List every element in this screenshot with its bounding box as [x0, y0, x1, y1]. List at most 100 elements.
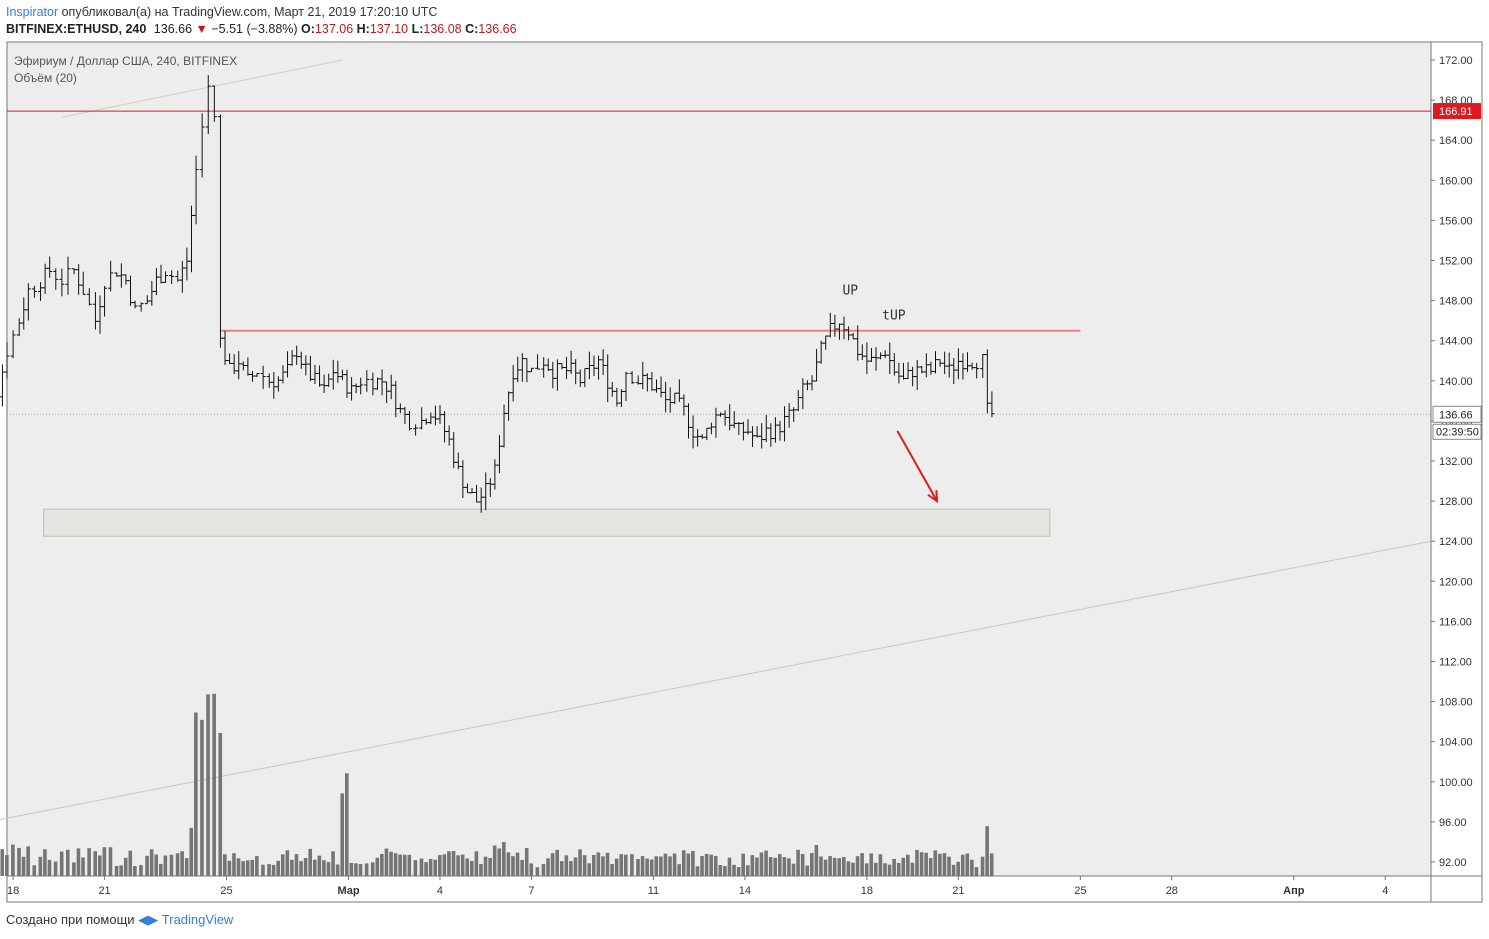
volume-bar — [777, 854, 782, 876]
volume-bar — [645, 858, 649, 876]
volume-bar — [384, 848, 389, 876]
volume-bar — [212, 693, 216, 876]
volume-bar — [668, 856, 672, 876]
volume-bar — [727, 857, 732, 876]
volume-bar — [108, 847, 113, 876]
volume-bar — [985, 826, 989, 876]
volume-bar — [250, 859, 255, 876]
volume-bar — [541, 863, 546, 876]
volume-bar — [555, 849, 559, 876]
tradingview-link[interactable]: TradingView — [161, 912, 234, 927]
price-tick-label: 128.00 — [1439, 496, 1473, 508]
volume-bar — [184, 858, 189, 876]
price-tick-label: 108.00 — [1439, 697, 1473, 709]
volume-bar — [860, 853, 864, 876]
symbol-label: BITFINEX:ETHUSD, 240 — [6, 22, 147, 36]
volume-bar — [832, 857, 837, 876]
volume-bar — [681, 850, 686, 876]
volume-bar — [672, 853, 677, 876]
volume-bar — [145, 855, 149, 876]
time-tick-label: 11 — [648, 885, 659, 897]
time-tick-label: 18 — [7, 885, 19, 897]
volume-bar — [906, 854, 910, 876]
price-tick-label: 156.00 — [1439, 215, 1473, 227]
volume-bar — [828, 856, 832, 876]
volume-bar — [389, 851, 393, 876]
volume-bar — [851, 862, 855, 876]
volume-bar — [180, 851, 184, 876]
close-value: 136.66 — [478, 22, 517, 36]
volume-bar — [290, 859, 294, 876]
last-price-label: 136.66 — [1439, 409, 1473, 421]
volume-bar — [709, 854, 713, 876]
volume-bar — [619, 854, 624, 876]
volume-bar — [610, 864, 614, 876]
volume-bar — [695, 866, 700, 876]
volume-bar — [810, 853, 814, 876]
author-link[interactable]: Inspirator — [6, 5, 59, 19]
volume-bar — [960, 854, 965, 876]
volume-bar — [550, 853, 555, 876]
volume-bar — [232, 853, 236, 876]
volume-bar — [750, 855, 755, 876]
time-tick-label: 4 — [1382, 885, 1388, 897]
plot-area — [7, 42, 1431, 876]
chart-frame — [6, 41, 1483, 903]
volume-bar — [791, 863, 796, 876]
volume-bar — [520, 859, 524, 876]
volume-bar — [407, 854, 412, 876]
volume-bar — [989, 853, 994, 876]
volume-bar — [236, 858, 241, 876]
volume-bar — [114, 865, 119, 876]
volume-bar — [428, 858, 433, 876]
series-title: Эфириум / Доллар США, 240, BITFINEX — [14, 54, 237, 68]
volume-bar — [874, 862, 878, 876]
countdown-label: 02:39:50 — [1436, 426, 1479, 438]
volume-bar — [515, 852, 520, 876]
volume-bar — [640, 856, 645, 876]
volume-bar — [163, 855, 168, 876]
volume-bar — [119, 865, 123, 876]
tradingview-logo-icon: ◀▶ — [138, 912, 159, 927]
volume-bar — [21, 856, 26, 876]
volume-bar — [755, 857, 759, 876]
volume-bar — [81, 857, 85, 876]
volume-bar — [965, 853, 970, 876]
volume-bar — [933, 850, 938, 876]
volume-bar — [93, 851, 98, 876]
volume-bar — [846, 861, 851, 876]
volume-bar — [102, 847, 107, 876]
volume-bar — [919, 852, 924, 876]
price-tick-label: 144.00 — [1439, 336, 1473, 348]
low-label: L: — [411, 22, 424, 36]
volume-bar — [759, 852, 764, 876]
volume-bar — [910, 862, 915, 876]
volume-bar — [206, 694, 210, 876]
volume-bar — [569, 861, 573, 876]
volume-bar — [65, 849, 70, 876]
last-price: 136.66 — [153, 22, 193, 36]
volume-bar — [312, 859, 317, 876]
volume-bar — [370, 862, 375, 876]
volume-bar — [280, 854, 285, 876]
price-tick-label: 152.00 — [1439, 256, 1473, 268]
volume-bar — [502, 842, 506, 876]
volume-bar — [605, 852, 610, 876]
publish-info: Inspirator опубликовал(а) на TradingView… — [6, 5, 437, 19]
volume-bar — [189, 827, 194, 876]
open-value: 137.06 — [314, 22, 354, 36]
volume-bar — [892, 858, 896, 876]
volume-bar — [723, 865, 727, 876]
volume-bar — [901, 857, 906, 876]
volume-bar — [564, 855, 569, 876]
volume-bar — [623, 854, 628, 876]
volume-bar — [53, 861, 58, 876]
volume-bar — [582, 855, 587, 876]
volume-bar — [354, 863, 358, 876]
volume-bar — [649, 859, 654, 876]
time-tick-label: 21 — [98, 885, 110, 897]
volume-bar — [736, 867, 741, 876]
volume-bar — [974, 867, 979, 876]
time-tick-label: 14 — [739, 885, 751, 897]
